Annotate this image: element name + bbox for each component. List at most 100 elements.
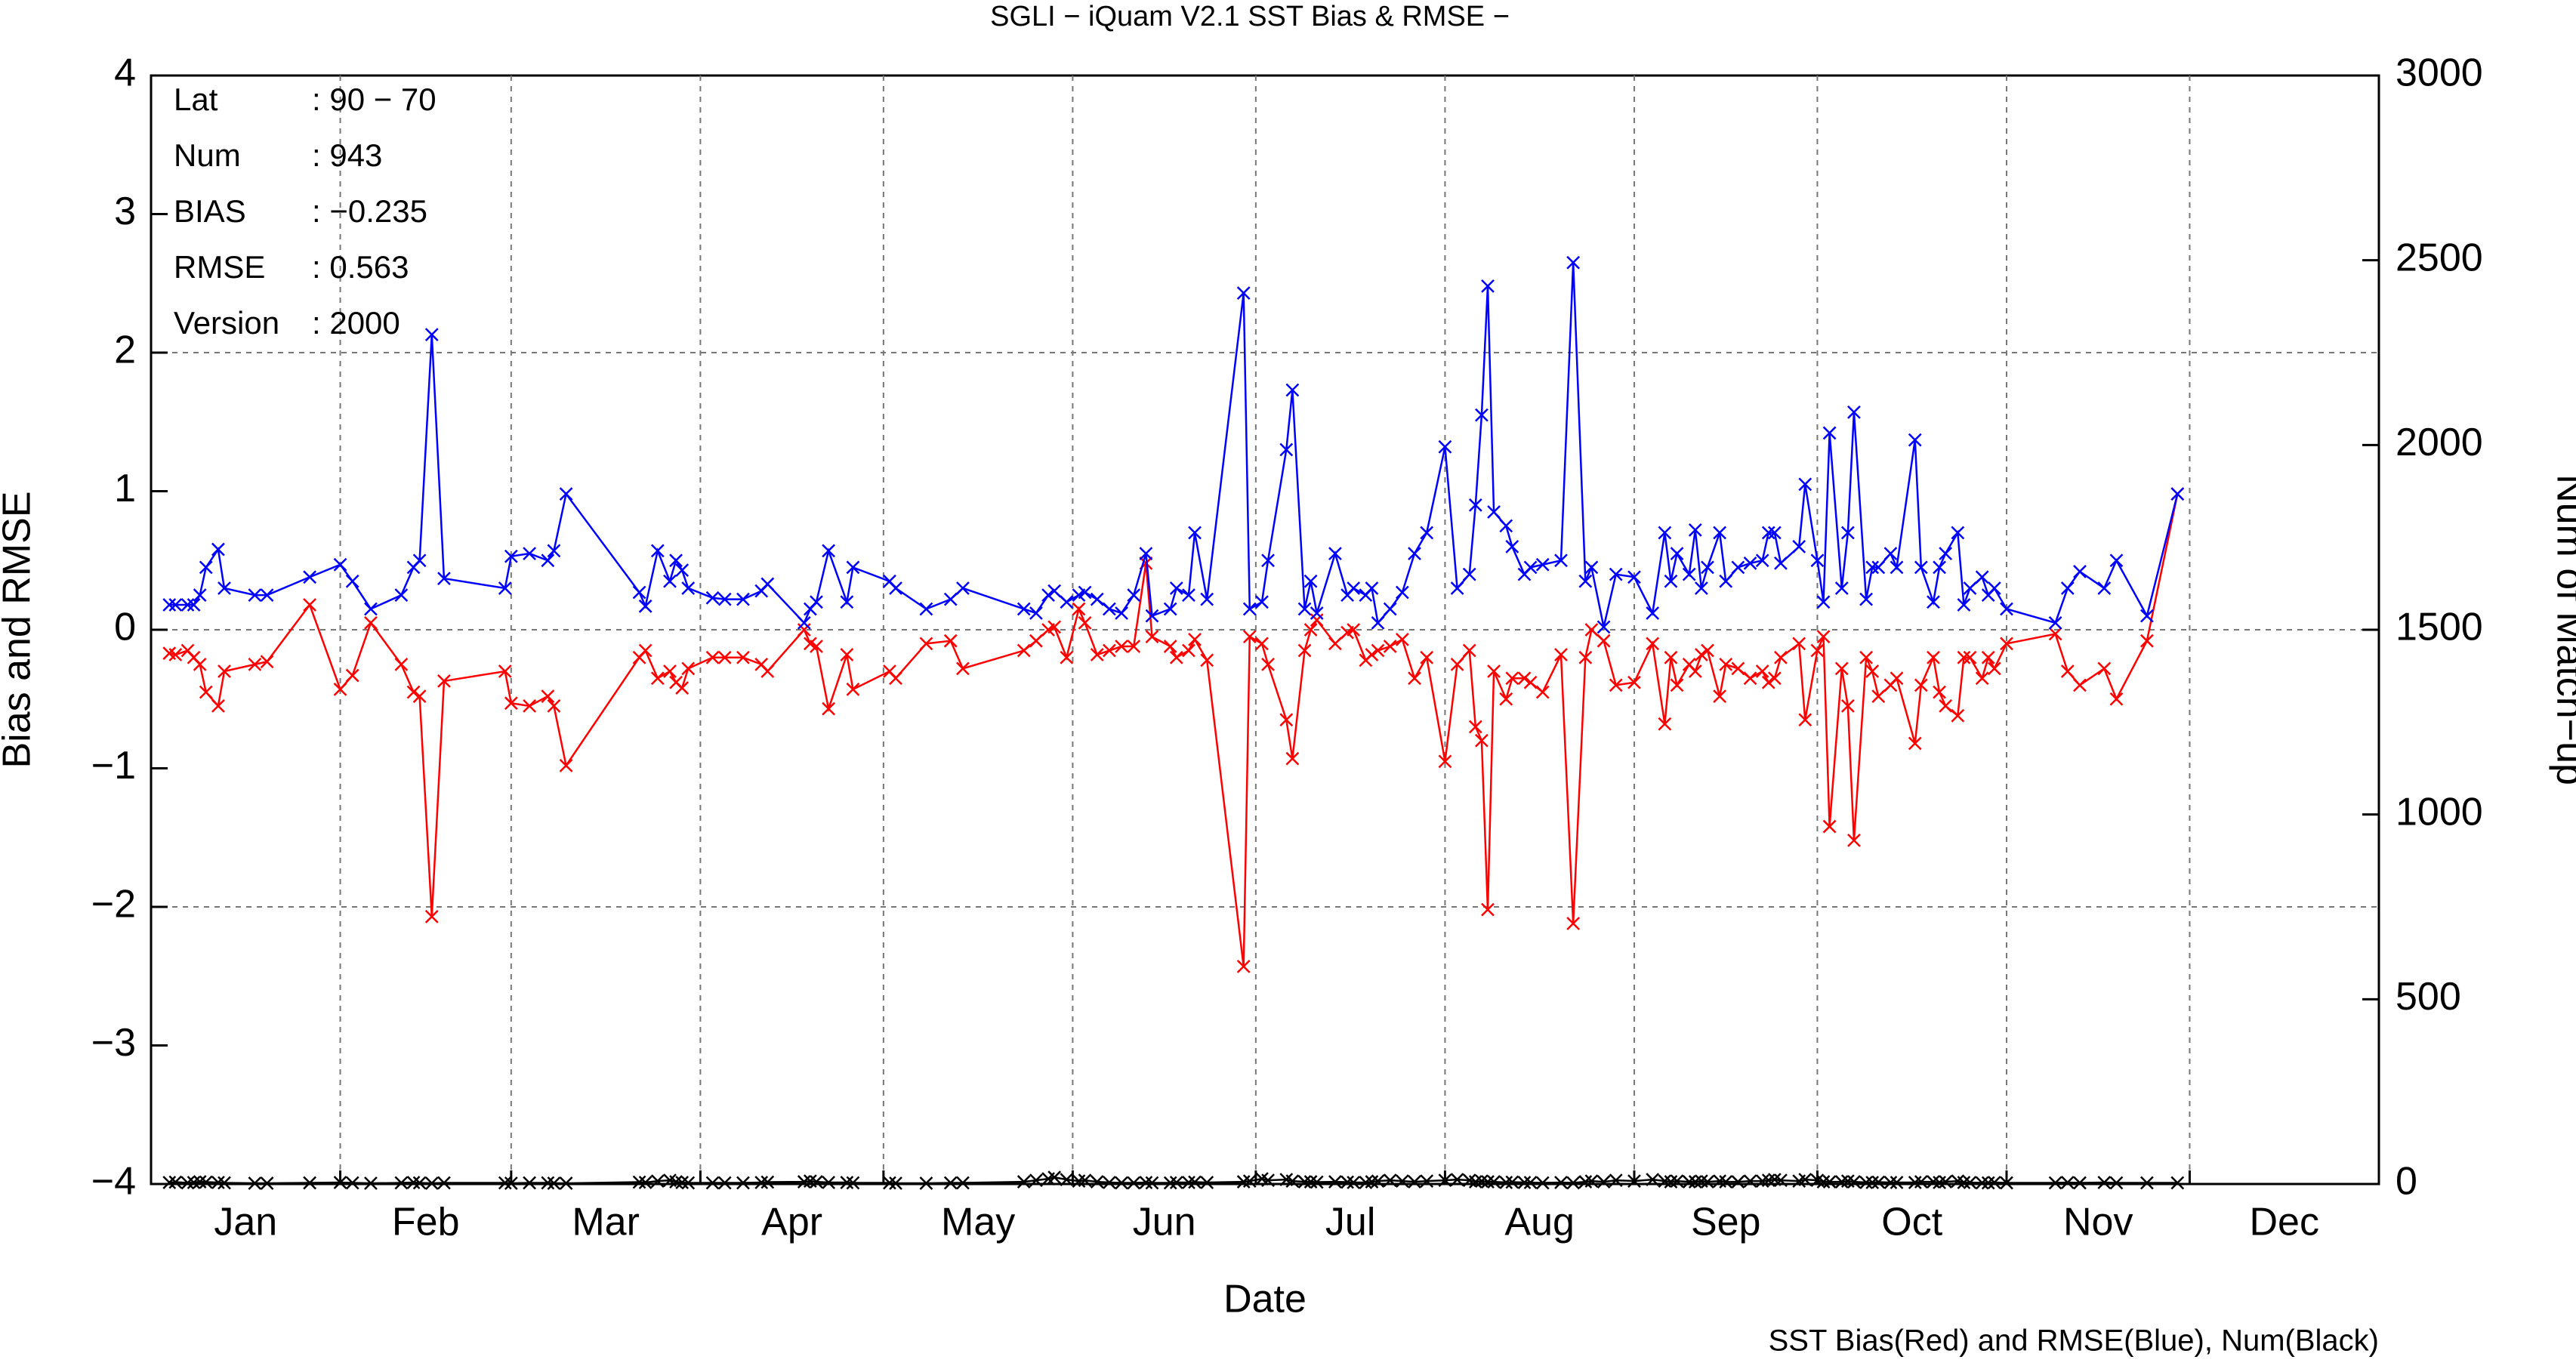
point-marker	[1169, 1176, 1183, 1189]
point-marker	[1646, 1173, 1660, 1187]
point-marker	[1987, 1176, 2001, 1189]
stat-label: RMSE	[174, 249, 265, 285]
point-marker	[193, 1175, 207, 1189]
point-marker	[1505, 671, 1519, 686]
y-tick-label: 4	[114, 51, 136, 95]
point-marker	[333, 557, 347, 572]
chart-title: SGLI − iQuam V2.1 SST Bias & RMSE −	[990, 1, 1510, 32]
point-marker	[364, 1176, 378, 1190]
point-marker	[1701, 643, 1714, 658]
point-marker	[1743, 671, 1757, 686]
point-marker	[1420, 1174, 1434, 1188]
point-marker	[1914, 560, 1928, 575]
point-marker	[1761, 675, 1775, 689]
point-marker	[1438, 754, 1452, 769]
point-marker	[541, 553, 555, 568]
point-marker	[1981, 650, 1995, 664]
point-marker	[822, 701, 836, 716]
point-marker	[1303, 574, 1318, 588]
point-marker	[1242, 630, 1257, 644]
stat-value: : 2000	[312, 305, 400, 341]
point-marker	[1865, 1176, 1880, 1189]
point-marker	[632, 1175, 646, 1189]
point-marker	[2048, 627, 2062, 641]
point-marker	[1975, 671, 1989, 686]
point-marker	[2048, 615, 2062, 630]
point-marker	[1798, 713, 1812, 727]
point-marker	[1566, 917, 1581, 930]
point-marker	[846, 560, 860, 575]
point-marker	[1627, 1174, 1641, 1188]
point-marker	[681, 1176, 696, 1190]
point-marker	[650, 544, 665, 558]
point-marker	[168, 648, 183, 661]
point-marker	[889, 1176, 902, 1190]
x-tick-label: Mar	[572, 1201, 640, 1244]
point-marker	[2073, 565, 2087, 578]
point-marker	[1236, 960, 1251, 973]
point-marker	[1774, 650, 1788, 664]
point-marker	[260, 655, 274, 669]
point-marker	[1933, 685, 1946, 699]
point-marker	[1182, 588, 1195, 603]
y2-tick-label: 1000	[2396, 790, 2483, 834]
point-marker	[1475, 733, 1489, 748]
point-marker	[424, 1176, 439, 1190]
point-marker	[1767, 526, 1782, 540]
point-marker	[211, 1176, 225, 1189]
point-marker	[1566, 255, 1581, 270]
point-marker	[498, 664, 512, 678]
point-marker	[412, 553, 427, 568]
point-marker	[1340, 1175, 1354, 1189]
point-marker	[559, 758, 573, 772]
point-marker	[1914, 678, 1928, 692]
point-marker	[736, 1176, 750, 1190]
point-marker	[547, 1176, 561, 1190]
point-marker	[1963, 581, 1977, 595]
point-marker	[681, 661, 696, 676]
stat-value: : 943	[312, 137, 382, 173]
point-marker	[1609, 678, 1623, 692]
point-marker	[1554, 1176, 1568, 1189]
point-marker	[663, 664, 677, 678]
point-marker	[717, 592, 732, 606]
x-tick-label: Oct	[1881, 1201, 1942, 1244]
point-marker	[1115, 1176, 1128, 1190]
point-marker	[523, 699, 536, 713]
y-tick-label: 2	[114, 328, 136, 372]
x-tick-label: Jan	[214, 1201, 277, 1244]
point-marker	[333, 683, 347, 696]
point-marker	[1584, 1174, 1599, 1188]
stat-value: : 90 − 70	[312, 82, 437, 117]
point-marker	[1963, 650, 1977, 664]
y-tick-label: −1	[91, 744, 136, 788]
point-marker	[2097, 581, 2112, 595]
y-axis-label: Bias and RMSE	[0, 491, 39, 768]
point-marker	[168, 598, 183, 612]
point-marker	[193, 588, 207, 603]
point-marker	[1627, 570, 1641, 584]
point-marker	[956, 581, 970, 595]
point-marker	[1017, 643, 1031, 658]
point-marker	[2097, 661, 2112, 676]
point-marker	[810, 640, 823, 653]
point-marker	[364, 615, 378, 630]
point-marker	[797, 615, 811, 630]
point-marker	[956, 661, 970, 676]
point-marker	[1755, 664, 1769, 678]
point-marker	[193, 657, 207, 671]
point-marker	[1462, 567, 1476, 581]
point-marker	[333, 1176, 347, 1189]
point-marker	[1871, 689, 1886, 703]
x-tick-label: Dec	[2249, 1201, 2318, 1244]
point-marker	[2139, 634, 2154, 648]
point-marker	[1395, 585, 1409, 600]
point-marker	[1535, 557, 1550, 572]
point-marker	[1792, 637, 1806, 651]
point-marker	[248, 657, 262, 671]
point-marker	[638, 643, 652, 658]
point-marker	[1987, 581, 2001, 595]
point-marker	[1438, 439, 1452, 454]
point-marker	[504, 1176, 518, 1190]
point-marker	[1487, 505, 1501, 519]
